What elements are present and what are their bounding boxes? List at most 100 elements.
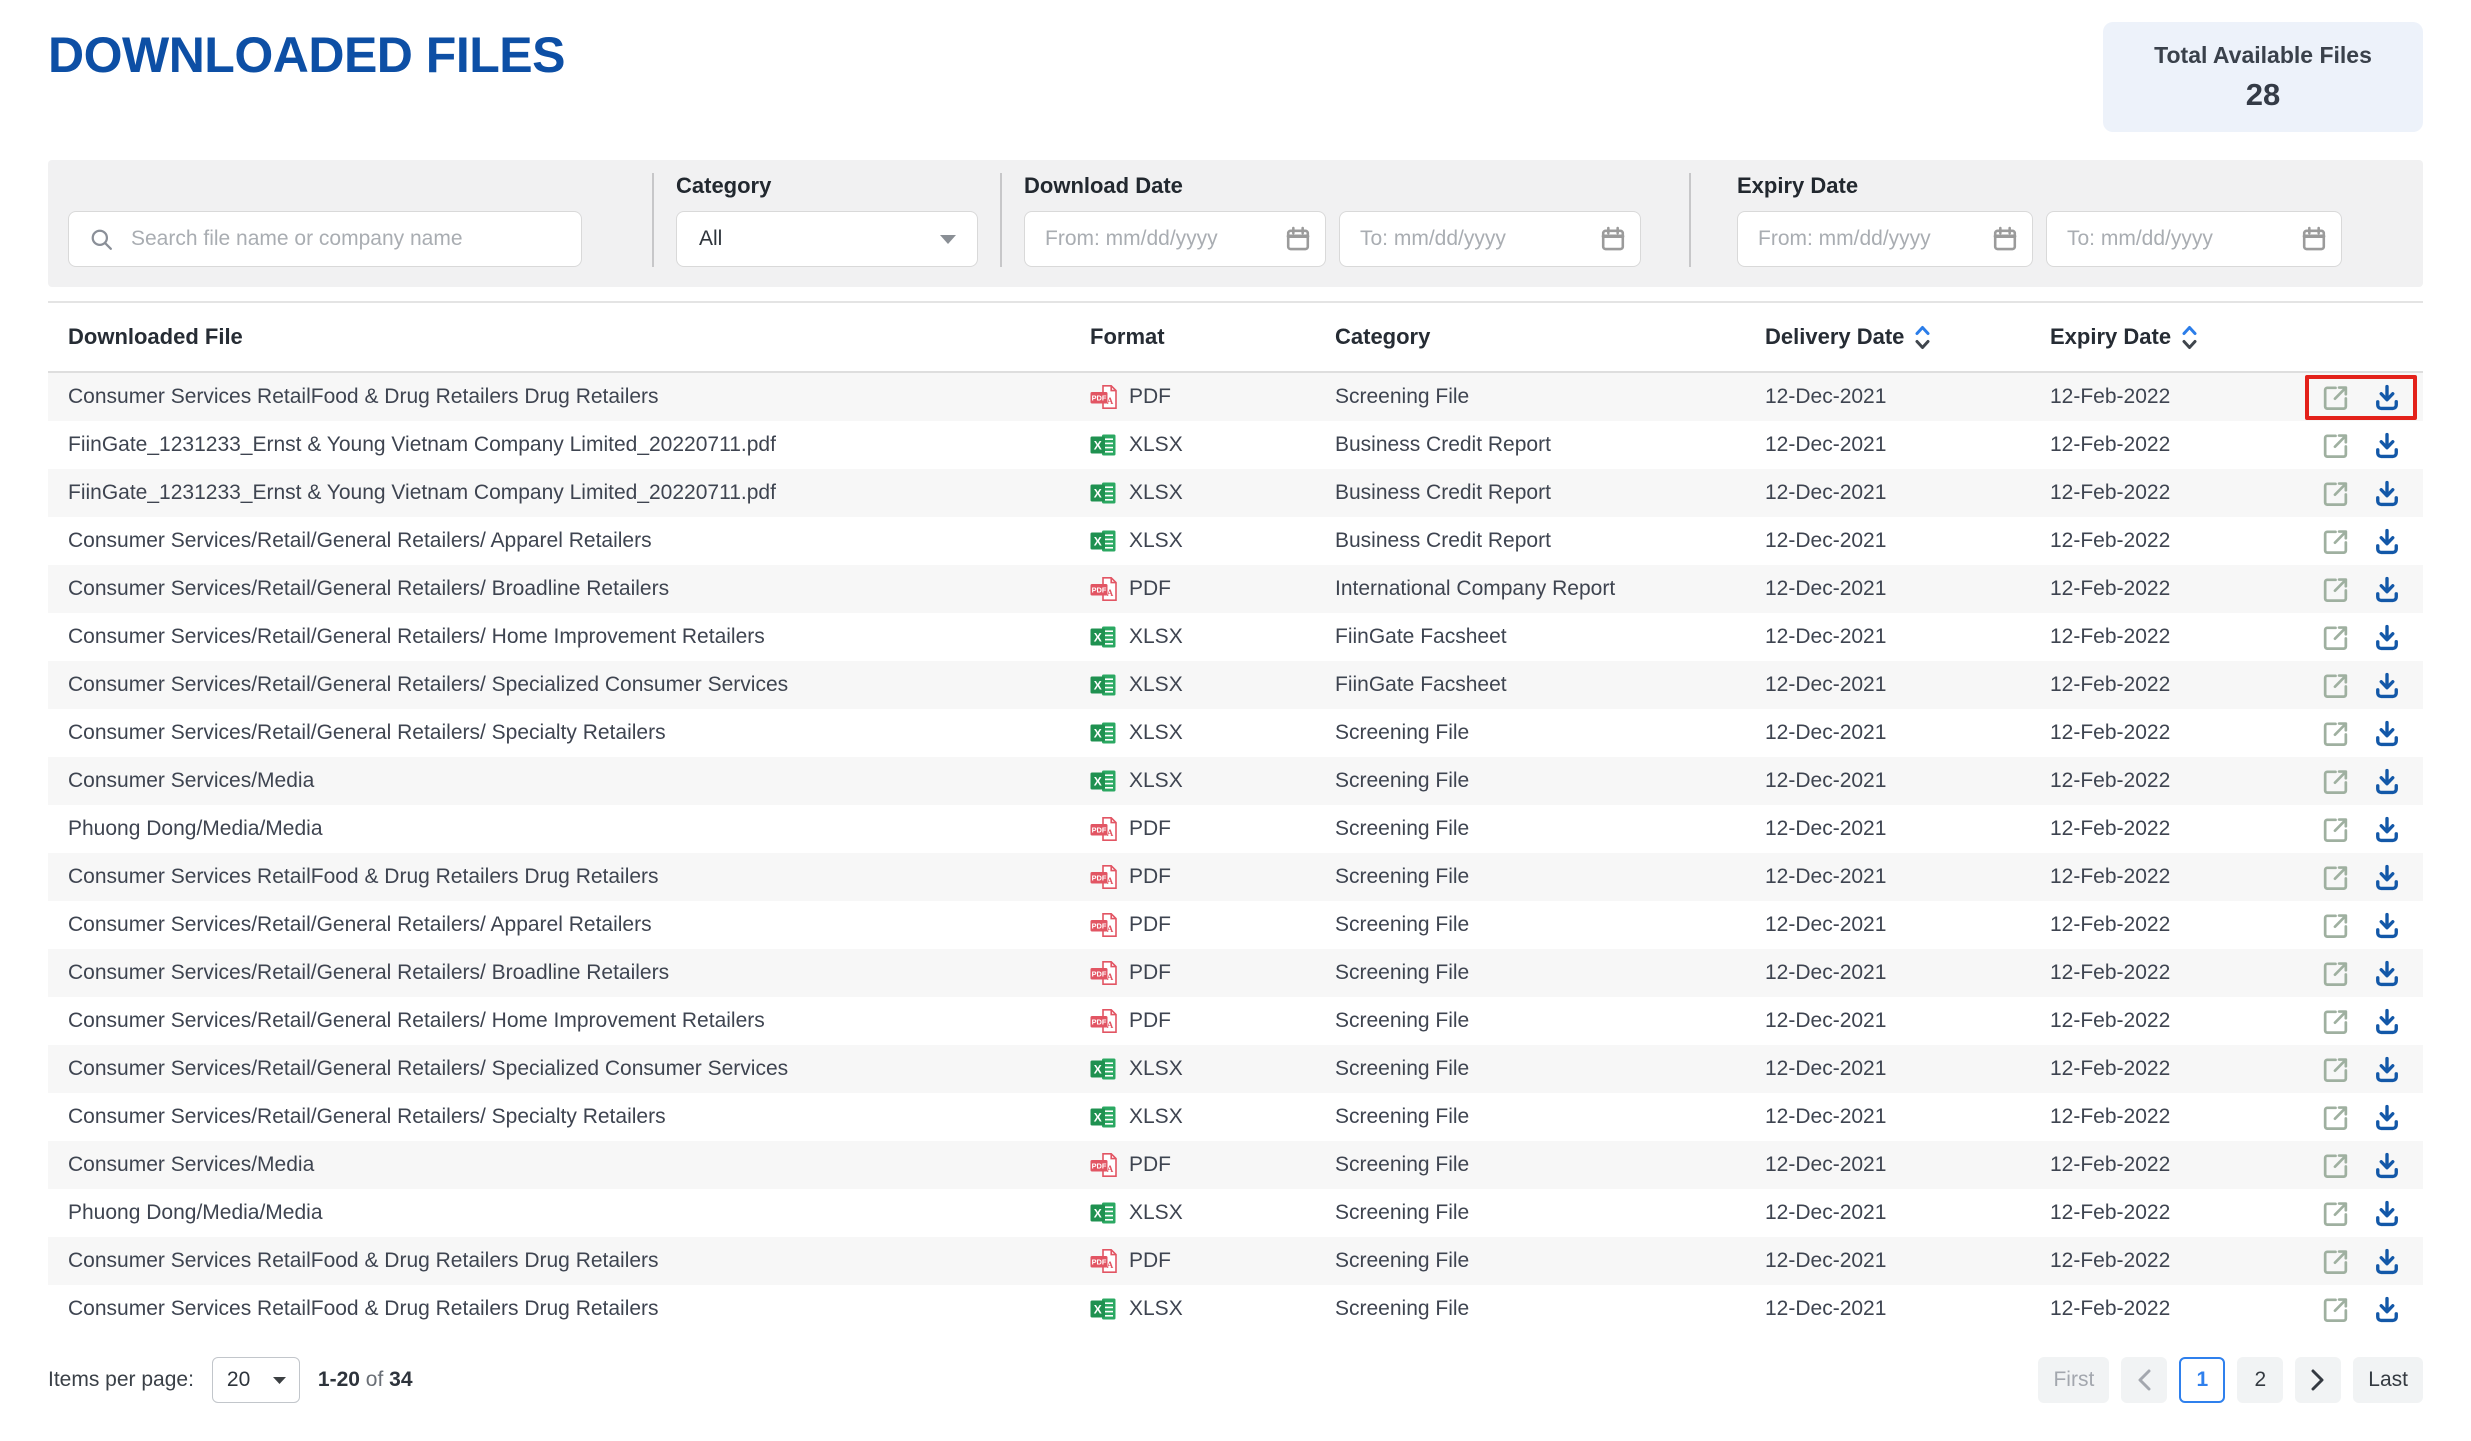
download-button[interactable]: [2372, 574, 2402, 604]
download-button[interactable]: [2372, 1294, 2402, 1324]
calendar-icon[interactable]: [1599, 225, 1627, 253]
expiry-date-cell: 12-Feb-2022: [2050, 1153, 2171, 1176]
items-per-page-select[interactable]: 20: [211, 1357, 300, 1403]
download-icon: [2376, 624, 2398, 651]
open-in-new-button[interactable]: [2320, 622, 2351, 653]
calendar-icon[interactable]: [2300, 225, 2328, 253]
download-button[interactable]: [2372, 766, 2402, 796]
download-button[interactable]: [2372, 1006, 2402, 1036]
file-name: Consumer Services RetailFood & Drug Reta…: [68, 385, 659, 408]
download-button[interactable]: [2372, 622, 2402, 652]
download-date-to-input[interactable]: [1339, 211, 1641, 267]
expiry-date-to-input[interactable]: [2046, 211, 2342, 267]
open-in-new-button[interactable]: [2320, 1150, 2351, 1181]
format-cell: A PDF X XLSX: [1090, 767, 1335, 795]
expiry-date-cell: 12-Feb-2022: [2050, 529, 2171, 552]
download-button[interactable]: [2372, 526, 2402, 556]
xlsx-file-icon: X: [1090, 626, 1116, 648]
open-in-new-button[interactable]: [2320, 526, 2351, 557]
actions-cell: [2305, 471, 2433, 516]
format-cell: A PDF X XLSX: [1090, 671, 1335, 699]
expiry-date-from-input[interactable]: [1737, 211, 2033, 267]
expiry-date-cell: 12-Feb-2022: [2050, 913, 2171, 936]
open-in-new-button[interactable]: [2320, 1246, 2351, 1277]
download-button[interactable]: [2372, 718, 2402, 748]
file-name: Consumer Services/Retail/General Retaile…: [68, 1057, 789, 1080]
download-date-from-input[interactable]: [1024, 211, 1326, 267]
download-button[interactable]: [2372, 670, 2402, 700]
open-in-new-button[interactable]: [2320, 670, 2351, 701]
open-in-new-button[interactable]: [2320, 1054, 2351, 1085]
format-label: PDF: [1129, 913, 1171, 936]
calendar-icon[interactable]: [1284, 225, 1312, 253]
table-row: Consumer Services/Retail/General Retaile…: [48, 517, 2423, 565]
open-in-new-button[interactable]: [2320, 1006, 2351, 1037]
open-in-new-button[interactable]: [2320, 1294, 2351, 1325]
column-header-format: Format: [1090, 324, 1165, 349]
download-button[interactable]: [2372, 1246, 2402, 1276]
open-in-new-button[interactable]: [2320, 766, 2351, 797]
download-icon: [2376, 768, 2398, 795]
download-button[interactable]: [2372, 1150, 2402, 1180]
download-button[interactable]: [2372, 1054, 2402, 1084]
next-page-button[interactable]: [2295, 1357, 2342, 1403]
download-button[interactable]: [2372, 958, 2402, 988]
download-date-from-wrap: [1024, 211, 1326, 267]
download-button[interactable]: [2372, 1102, 2402, 1132]
download-icon: [2376, 1104, 2398, 1131]
open-in-new-button[interactable]: [2320, 382, 2351, 413]
last-page-button[interactable]: Last: [2353, 1357, 2423, 1403]
open-in-new-icon: [2323, 1105, 2348, 1130]
open-in-new-button[interactable]: [2320, 1102, 2351, 1133]
actions-cell: [2305, 1239, 2433, 1284]
download-icon: [2376, 384, 2398, 411]
download-button[interactable]: [2372, 814, 2402, 844]
format-label: PDF: [1129, 1153, 1171, 1176]
download-button[interactable]: [2372, 430, 2402, 460]
file-name: Consumer Services/Media: [68, 1153, 315, 1176]
svg-text:PDF: PDF: [1092, 1258, 1107, 1267]
category-select[interactable]: All: [676, 211, 978, 267]
search-input[interactable]: [68, 211, 582, 267]
svg-text:X: X: [1094, 775, 1102, 789]
calendar-icon[interactable]: [1991, 225, 2019, 253]
delivery-date-cell: 12-Dec-2021: [1765, 1105, 1887, 1128]
actions-cell: [2305, 1143, 2433, 1188]
open-in-new-button[interactable]: [2320, 910, 2351, 941]
first-page-button[interactable]: First: [2038, 1357, 2110, 1403]
expiry-date-cell: 12-Feb-2022: [2050, 481, 2171, 504]
table-row: Consumer Services/Media A PDF X XLSX Scr…: [48, 757, 2423, 805]
download-button[interactable]: [2372, 862, 2402, 892]
open-in-new-button[interactable]: [2320, 958, 2351, 989]
table-header-row: Downloaded File Format Category Delivery…: [48, 303, 2423, 373]
open-in-new-button[interactable]: [2320, 814, 2351, 845]
page-2-button[interactable]: 2: [2237, 1357, 2284, 1403]
format-label: XLSX: [1129, 1105, 1183, 1128]
page-1-button[interactable]: 1: [2179, 1357, 2226, 1403]
open-in-new-button[interactable]: [2320, 718, 2351, 749]
pdf-file-icon: A PDF: [1090, 1249, 1117, 1273]
pdf-file-icon: A PDF: [1090, 577, 1117, 601]
open-in-new-button[interactable]: [2320, 430, 2351, 461]
download-icon: [2376, 1056, 2398, 1083]
action-box: [2305, 759, 2417, 804]
pagination-bar: Items per page: 20 1-20 of 34 First 1 2 …: [48, 1357, 2423, 1403]
svg-text:PDF: PDF: [1092, 394, 1107, 403]
open-in-new-button[interactable]: [2320, 1198, 2351, 1229]
download-button[interactable]: [2372, 1198, 2402, 1228]
open-in-new-button[interactable]: [2320, 862, 2351, 893]
download-icon: [2376, 528, 2398, 555]
pdf-file-icon: A PDF: [1090, 961, 1117, 985]
column-header-delivery-date-sort[interactable]: Delivery Date: [1765, 324, 1931, 351]
previous-page-button[interactable]: [2121, 1357, 2168, 1403]
expiry-date-cell: 12-Feb-2022: [2050, 1057, 2171, 1080]
open-in-new-button[interactable]: [2320, 478, 2351, 509]
column-header-expiry-date-sort[interactable]: Expiry Date: [2050, 324, 2198, 351]
open-in-new-button[interactable]: [2320, 574, 2351, 605]
actions-cell: [2305, 423, 2433, 468]
download-button[interactable]: [2372, 478, 2402, 508]
download-button[interactable]: [2372, 910, 2402, 940]
download-button[interactable]: [2372, 382, 2402, 412]
open-in-new-icon: [2323, 1009, 2348, 1034]
expiry-date-cell: 12-Feb-2022: [2050, 1201, 2171, 1224]
